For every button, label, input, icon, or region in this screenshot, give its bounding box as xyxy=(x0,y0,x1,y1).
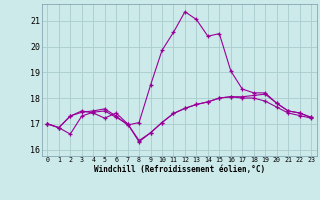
X-axis label: Windchill (Refroidissement éolien,°C): Windchill (Refroidissement éolien,°C) xyxy=(94,165,265,174)
